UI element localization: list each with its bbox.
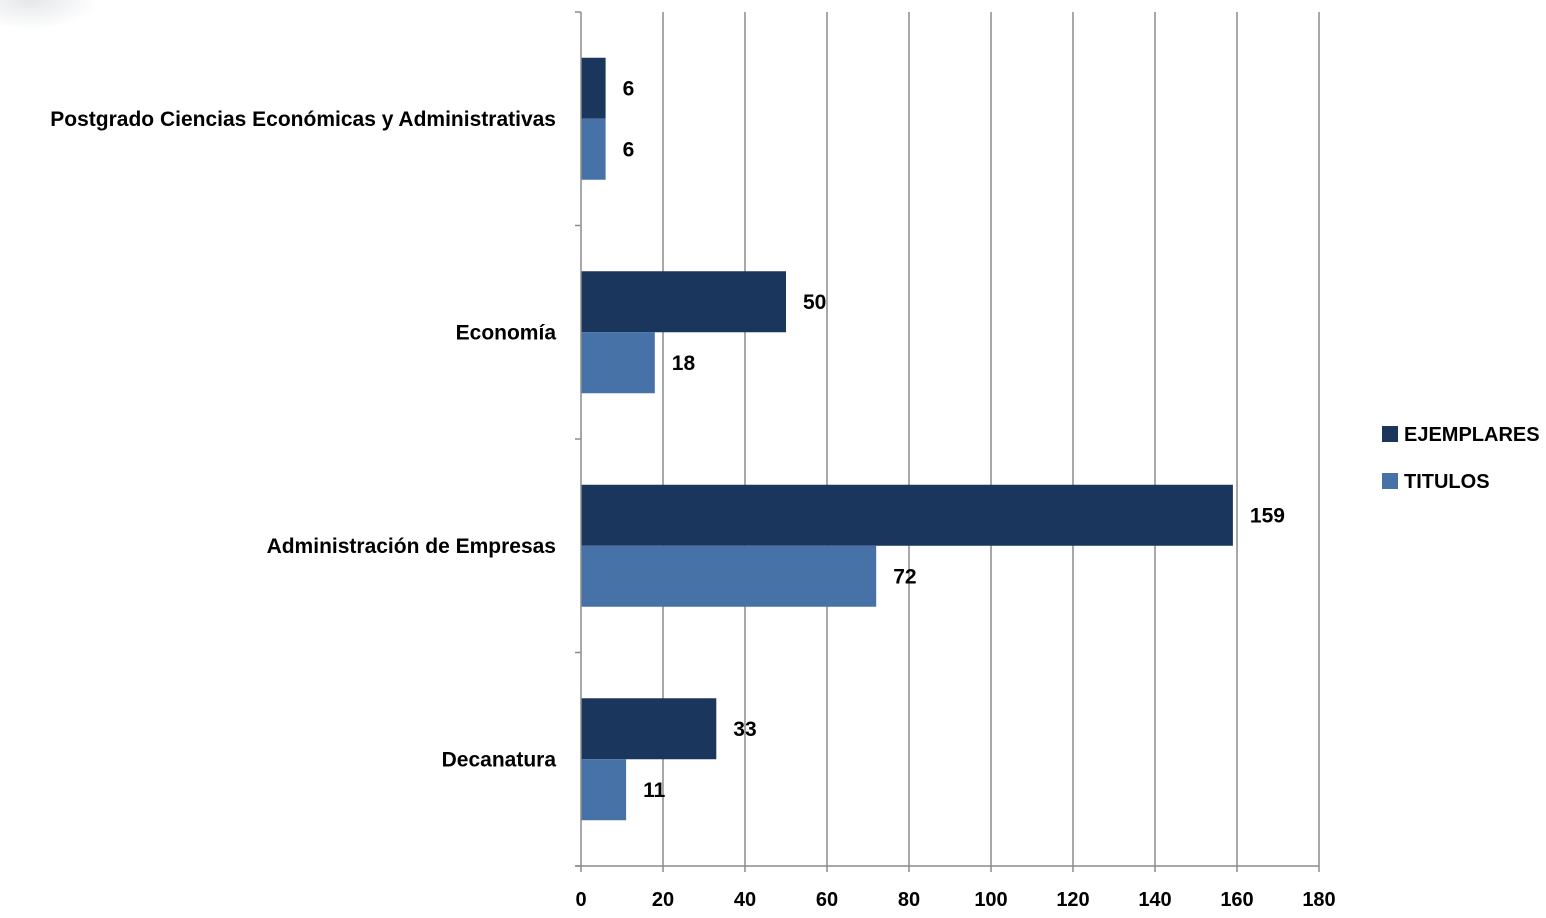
legend-swatch (1382, 473, 1398, 489)
category-label: Administración de Empresas (267, 535, 556, 558)
x-tick-label: 100 (974, 889, 1007, 911)
x-tick-label: 80 (898, 889, 920, 911)
legend-swatch (1382, 426, 1398, 442)
category-label: Decanatura (442, 748, 557, 771)
legend: EJEMPLARES TITULOS (1382, 424, 1540, 493)
x-tick-label: 120 (1056, 889, 1089, 911)
data-label: 6 (623, 138, 635, 161)
axes (575, 11, 1320, 872)
x-tick-label: 140 (1138, 889, 1171, 911)
data-label: 33 (733, 718, 756, 741)
category-label: Economía (456, 321, 557, 344)
data-label: 72 (893, 565, 916, 588)
corner-decoration (0, 0, 100, 30)
bar-ejemplares (581, 484, 1233, 546)
data-label: 6 (623, 77, 635, 100)
category-label: Postgrado Ciencias Económicas y Administ… (50, 108, 556, 131)
x-tick-label: 40 (734, 889, 756, 911)
x-tick-label: 160 (1220, 889, 1253, 911)
x-tick-label: 60 (816, 889, 838, 911)
bar-titulos (581, 759, 627, 821)
bar-titulos (581, 118, 606, 180)
labels: 0 20 40 60 80 100 120 140 160 180 Decanatura 33 11 Ad… (50, 77, 1335, 911)
bar-ejemplares (581, 698, 717, 760)
bar-ejemplares (581, 57, 606, 119)
data-label: 11 (643, 779, 666, 802)
legend-label: TITULOS (1404, 471, 1490, 493)
data-label: 159 (1250, 504, 1285, 527)
x-tick-label: 0 (575, 889, 586, 911)
x-tick-label: 180 (1302, 889, 1335, 911)
data-label: 50 (803, 291, 826, 314)
legend-label: EJEMPLARES (1404, 424, 1540, 446)
bar-titulos (581, 332, 655, 394)
bars (581, 57, 1233, 821)
x-tick-label: 20 (652, 889, 674, 911)
data-label: 18 (672, 352, 696, 375)
bar-titulos (581, 545, 877, 607)
bar-ejemplares (581, 271, 786, 333)
gridlines (662, 12, 1320, 866)
